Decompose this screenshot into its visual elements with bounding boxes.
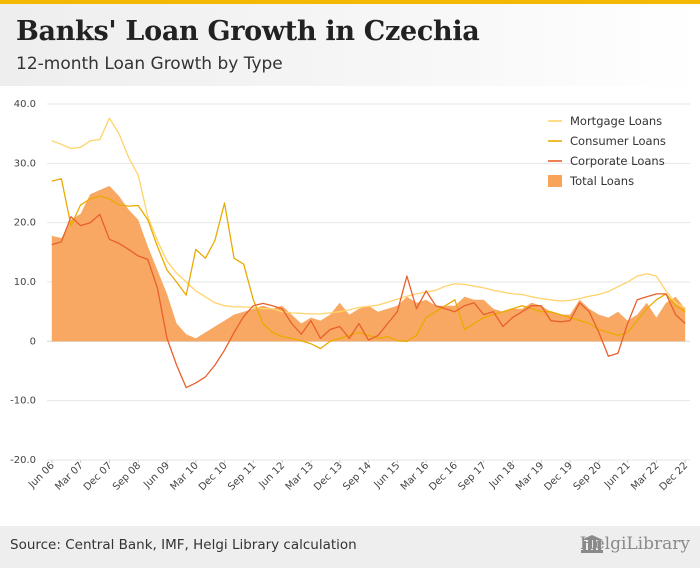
header: Banks' Loan Growth in Czechia 12-month L… xyxy=(0,4,700,86)
y-tick-label: -20.0 xyxy=(10,455,36,466)
x-tick-label: Jun 12 xyxy=(256,460,287,491)
y-tick-label: 20.0 xyxy=(14,218,36,229)
x-tick-label: Dec 10 xyxy=(197,460,230,493)
x-tick-label: Sep 08 xyxy=(111,460,143,492)
x-tick-label: Dec 16 xyxy=(427,460,460,493)
series-line-corporate-loans xyxy=(51,213,686,389)
y-tick-label: 10.0 xyxy=(14,277,36,288)
x-tick-label: Mar 22 xyxy=(629,460,661,492)
x-tick-label: Dec 07 xyxy=(82,460,115,493)
accent-bar xyxy=(0,0,700,4)
legend-label-consumer-loans: Consumer Loans xyxy=(570,134,666,148)
y-tick-label: 40.0 xyxy=(14,99,36,110)
chart-area: 40.0 30.0 20.0 10.0 0 -10.0 -20.0 Jun 06 Mar 07 D… xyxy=(0,86,700,526)
x-tick-label: Dec 19 xyxy=(542,460,575,493)
source-text: Source: Central Bank, IMF, Helgi Library… xyxy=(10,537,357,553)
x-tick-label: Jun 21 xyxy=(602,460,633,491)
x-tick-label: Sep 17 xyxy=(456,460,488,492)
x-tick-label: Mar 10 xyxy=(169,460,201,492)
x-tick-label: Sep 11 xyxy=(226,460,258,492)
x-tick-label: Jun 09 xyxy=(141,460,172,491)
x-tick-label: Dec 22 xyxy=(658,460,691,493)
y-tick-label: 0 xyxy=(30,336,36,347)
x-tick-label: Mar 16 xyxy=(399,460,431,492)
legend-label-mortgage-loans: Mortgage Loans xyxy=(570,114,662,128)
y-tick-label: 30.0 xyxy=(14,158,36,169)
page-subtitle: 12-month Loan Growth by Type xyxy=(16,54,283,74)
page-title: Banks' Loan Growth in Czechia xyxy=(16,16,480,47)
footer: Source: Central Bank, IMF, Helgi Library… xyxy=(0,526,700,568)
legend-label-corporate-loans: Corporate Loans xyxy=(570,154,665,168)
x-tick-label: Dec 13 xyxy=(312,460,345,493)
x-tick-label: Mar 19 xyxy=(514,460,546,492)
x-tick-label: Jun 18 xyxy=(487,460,518,491)
x-tick-label: Sep 14 xyxy=(341,460,373,492)
x-tick-label: Mar 13 xyxy=(284,460,316,492)
series-line-mortgage-loans xyxy=(51,117,686,315)
logo-text: HelgiLibrary xyxy=(579,534,690,554)
x-tick-label: Jun 15 xyxy=(372,460,403,491)
library-building-icon xyxy=(580,535,603,553)
helgi-library-logo: HelgiLibrary xyxy=(580,534,690,554)
x-tick-label: Sep 20 xyxy=(572,460,604,492)
y-tick-label: -10.0 xyxy=(10,396,36,407)
legend-swatch-total-loans xyxy=(548,175,562,187)
series-area-total-loans xyxy=(51,185,686,342)
legend-label-total-loans: Total Loans xyxy=(569,174,634,188)
x-tick-label: Mar 07 xyxy=(53,460,85,492)
series-line-consumer-loans xyxy=(51,178,686,350)
